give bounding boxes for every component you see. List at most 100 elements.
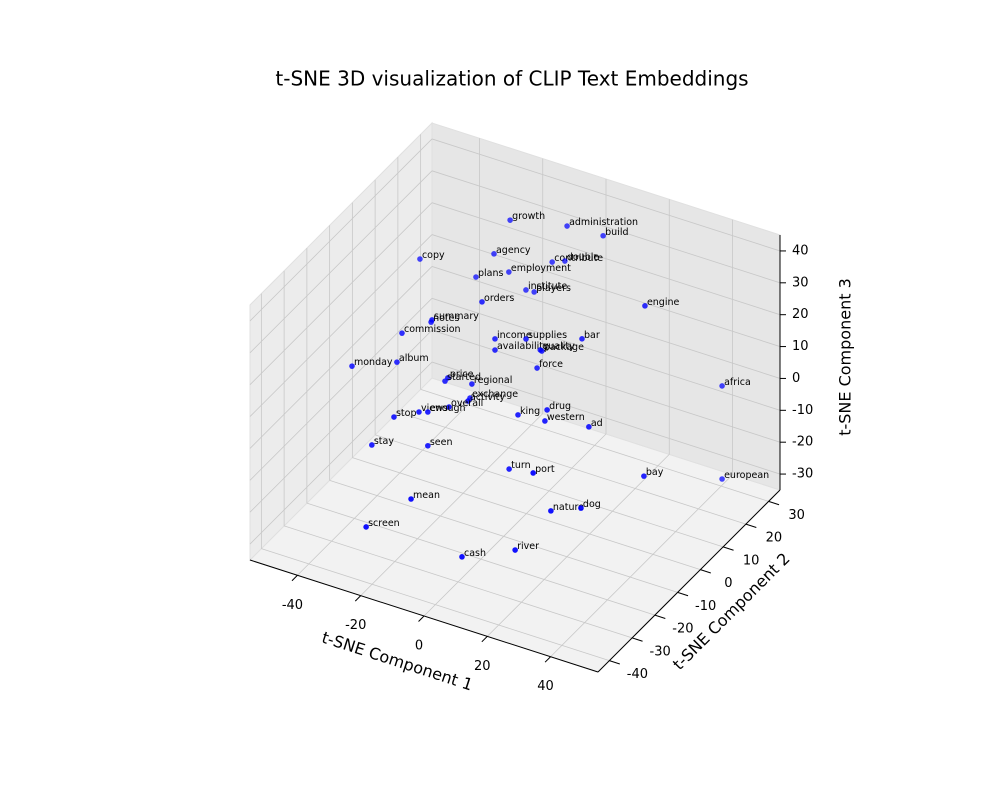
point: [530, 470, 536, 476]
z-tick-label: 10: [792, 339, 809, 354]
z-axis-label: t-SNE Component 3: [836, 278, 855, 436]
point-label: ad: [591, 418, 603, 429]
point: [416, 409, 422, 415]
point: [425, 409, 431, 415]
point-label: king: [520, 406, 540, 417]
grid-line: [249, 297, 781, 481]
point: [562, 258, 568, 264]
grid-line: [283, 270, 633, 639]
grid-line: [329, 225, 678, 593]
point: [506, 269, 512, 275]
point: [465, 398, 471, 404]
point: [394, 359, 400, 365]
point: [531, 289, 537, 295]
point-label: supplies: [528, 330, 567, 341]
point-label: stay: [374, 436, 394, 447]
point-label: build: [605, 227, 628, 238]
tick-mark: [745, 523, 757, 528]
tick-mark: [609, 660, 620, 665]
point: [719, 476, 725, 482]
x-axis-label: t-SNE Component 1: [319, 628, 475, 695]
y-tick-label: 0: [724, 576, 732, 591]
point-label: enough: [430, 403, 466, 414]
x-axis-line: [249, 559, 599, 673]
point: [399, 330, 405, 336]
point: [600, 232, 606, 239]
grid-line: [397, 157, 746, 525]
point: [564, 223, 570, 229]
point: [446, 404, 452, 410]
tick-mark: [354, 595, 362, 602]
tick-mark: [291, 574, 298, 582]
chart-title: t-SNE 3D visualization of CLIP Text Embe…: [275, 67, 748, 91]
point: [549, 259, 555, 265]
grid-line: [297, 138, 480, 576]
point-label: cash: [464, 548, 486, 559]
z-tick-label: 40: [792, 243, 809, 258]
grid-line: [249, 266, 781, 449]
point-label: growth: [512, 211, 545, 222]
grid-line: [306, 248, 655, 616]
z-tick-label: 30: [792, 275, 809, 290]
point-label: started: [447, 372, 481, 383]
point: [506, 466, 512, 472]
point-label: views: [421, 403, 448, 414]
point-label: dog: [583, 499, 601, 510]
point-label: river: [517, 541, 539, 552]
point-label: stop: [396, 408, 417, 419]
grid-line: [249, 234, 781, 417]
point-label: plans: [478, 268, 504, 279]
y-tick-label: -20: [672, 622, 693, 637]
point-label: european: [724, 470, 769, 481]
point: [542, 418, 548, 424]
x-tick-label: 0: [415, 639, 423, 654]
point-label: price: [450, 369, 474, 380]
grid-line: [374, 179, 724, 548]
point-label: overall: [451, 398, 483, 409]
x-tick-label: -40: [282, 598, 303, 613]
tick-mark: [768, 500, 780, 506]
point: [492, 347, 498, 353]
point-label: availability: [497, 341, 549, 352]
tick-mark: [544, 656, 551, 663]
tick-mark: [418, 615, 425, 622]
point: [507, 217, 513, 223]
grid-line: [260, 293, 610, 662]
point-label: agency: [496, 245, 531, 256]
point-label: contribute: [554, 253, 603, 264]
x-tick-label: -20: [345, 618, 366, 633]
point: [544, 407, 550, 413]
z-tick-label: -20: [792, 435, 813, 450]
point: [469, 381, 475, 387]
point-label: copy: [422, 250, 445, 261]
point: [473, 274, 479, 280]
grid-line: [351, 202, 701, 571]
y-tick-label: 30: [788, 508, 805, 523]
point: [515, 412, 521, 418]
point: [534, 365, 540, 371]
grid-line: [550, 219, 733, 658]
point: [539, 348, 545, 354]
z-tick-label: -10: [792, 403, 813, 418]
point-label: exchange: [472, 389, 518, 400]
tick-mark: [677, 591, 689, 597]
point-label: employment: [511, 263, 571, 274]
x-tick-label: 20: [474, 659, 491, 674]
z-tick-label: 20: [792, 307, 809, 322]
y-tick-label: -10: [695, 599, 716, 614]
y-tick-label: 20: [766, 531, 783, 546]
point-label: commission: [404, 324, 461, 335]
point-label: notes: [433, 313, 459, 324]
grid-line: [360, 158, 544, 596]
tick-mark: [481, 636, 488, 643]
point-label: album: [399, 353, 429, 364]
point: [548, 508, 554, 514]
tick-mark: [631, 637, 643, 642]
grid-line: [249, 138, 781, 322]
point-label: force: [539, 359, 563, 370]
point: [719, 383, 725, 389]
tick-mark: [700, 569, 711, 574]
point: [479, 299, 485, 305]
point-label: bar: [584, 330, 600, 341]
